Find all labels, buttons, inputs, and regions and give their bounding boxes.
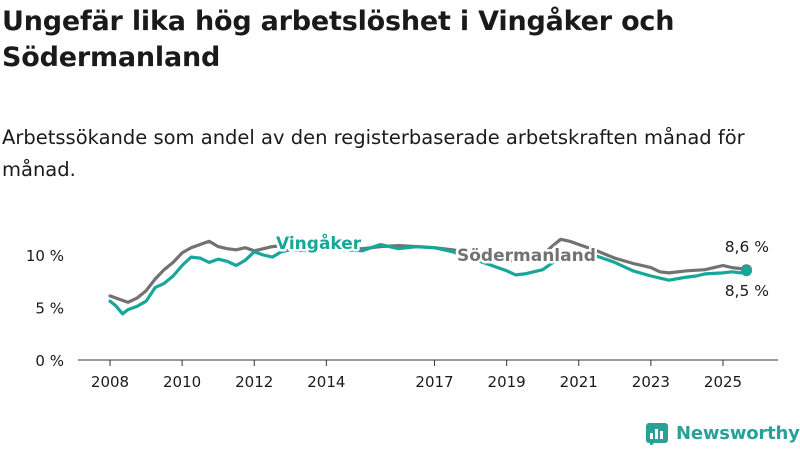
series-label-vingaker: Vingåker [276, 232, 362, 254]
x-tick-label: 2019 [488, 373, 526, 391]
series-label-sodermanland: Södermanland [457, 246, 596, 266]
y-tick-label: 0 % [35, 352, 64, 370]
end-label-vingaker: 8,5 % [725, 282, 769, 300]
series-layer [108, 237, 752, 316]
end-label-sodermanland: 8,6 % [725, 238, 769, 256]
bar-chart-logo-icon [646, 423, 668, 445]
x-axis: 2008 2010 2012 2014 2017 2019 2021 2023 2025 [78, 359, 778, 391]
y-axis: 0 % 5 % 10 % [26, 247, 64, 370]
x-tick-label: 2014 [307, 373, 345, 391]
x-tick-label: 2008 [91, 373, 129, 391]
x-tick-label: 2021 [560, 373, 598, 391]
x-tick-label: 2023 [632, 373, 670, 391]
chart-title: Ungefär lika hög arbetslöshet i Vingåker… [2, 6, 675, 73]
label-layer: Vingåker Södermanland 8,6 % 8,5 % [274, 230, 772, 303]
x-tick-label: 2017 [415, 373, 453, 391]
series-line-vingaker [108, 242, 748, 316]
y-tick-label: 10 % [26, 247, 64, 265]
brand: Newsworthy [645, 420, 800, 446]
end-point-vingaker [740, 265, 752, 277]
x-tick-label: 2010 [163, 373, 201, 391]
brand-name: Newsworthy [676, 422, 800, 444]
y-tick-label: 5 % [35, 300, 64, 318]
chart-subtitle: Arbetssökande som andel av den registerb… [2, 126, 745, 181]
x-tick-label: 2012 [235, 373, 273, 391]
x-tick-label: 2025 [704, 373, 742, 391]
